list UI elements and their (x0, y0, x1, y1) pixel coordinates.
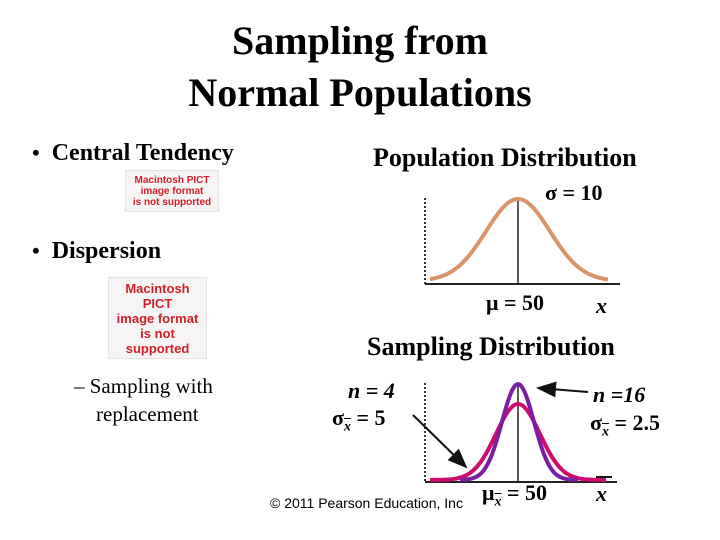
bullet-dispersion-label: Dispersion (51, 238, 162, 264)
sampling-n16-label: n =16 (593, 382, 645, 408)
sigma-symbol: σ (590, 410, 602, 435)
pict-placeholder-1: Macintosh PICT image format is not suppo… (125, 170, 219, 212)
sigma-symbol: σ (332, 405, 344, 430)
pict-placeholder-1-text: Macintosh PICT image format is not suppo… (132, 174, 212, 208)
sampling-curve-n4 (430, 401, 606, 482)
bullet-central-tendency-label: Central Tendency (51, 140, 234, 166)
sampling-n16-text: n =16 (593, 382, 646, 407)
sampling-mu: μx = 50 (482, 480, 547, 510)
population-x-label: x (596, 293, 607, 318)
sub-bullet-sampling-line2: replacement (96, 402, 199, 426)
population-heading: Population Distribution (373, 143, 637, 172)
copyright-notice: © 2011 Pearson Education, Inc (270, 495, 463, 511)
sampling-x-label: x (596, 481, 607, 506)
xbar-subscript: x (343, 419, 351, 435)
xbar-subscript: x (601, 424, 609, 440)
sampling-n4-sigma: σx = 5 (332, 405, 386, 435)
sub-bullet-sampling-line1: – Sampling with (74, 374, 213, 398)
mu-symbol: μ (486, 290, 499, 315)
slide-title-line1: Sampling from (232, 18, 488, 63)
bullet-dot-icon: • (32, 140, 40, 165)
pict-placeholder-2: Macintosh PICT image format is not suppo… (108, 277, 207, 359)
sampling-n4-label: n = 4 (348, 378, 395, 403)
population-mu-value: = 50 (498, 290, 545, 315)
population-mu: μ = 50 (486, 290, 544, 316)
mu-symbol: μ (482, 480, 495, 505)
pict-placeholder-2-text: Macintosh PICT image format is not suppo… (116, 280, 199, 356)
xbar-subscript: x (494, 494, 502, 510)
slide-title-line2: Normal Populations (188, 70, 532, 115)
sampling-heading: Sampling Distribution (367, 332, 615, 361)
bullet-central-tendency: • Central Tendency (32, 140, 234, 167)
sampling-mu-value: = 50 (501, 480, 548, 505)
population-curve (429, 196, 609, 282)
sampling-curve-n16 (459, 381, 578, 482)
sampling-n16-sigma: σx = 2.5 (590, 410, 660, 440)
sampling-n4-sigma-value: = 5 (350, 405, 386, 430)
sampling-n16-sigma-value: = 2.5 (608, 410, 661, 435)
population-sigma: σ = 10 (545, 180, 603, 206)
sigma-symbol: σ (545, 180, 557, 205)
arrow-to-n4-curve (412, 414, 468, 469)
bullet-dispersion: • Dispersion (32, 238, 161, 265)
population-sigma-value: = 10 (556, 180, 603, 205)
bullet-dot-icon: • (32, 238, 40, 263)
arrow-to-n16-curve (536, 381, 589, 398)
